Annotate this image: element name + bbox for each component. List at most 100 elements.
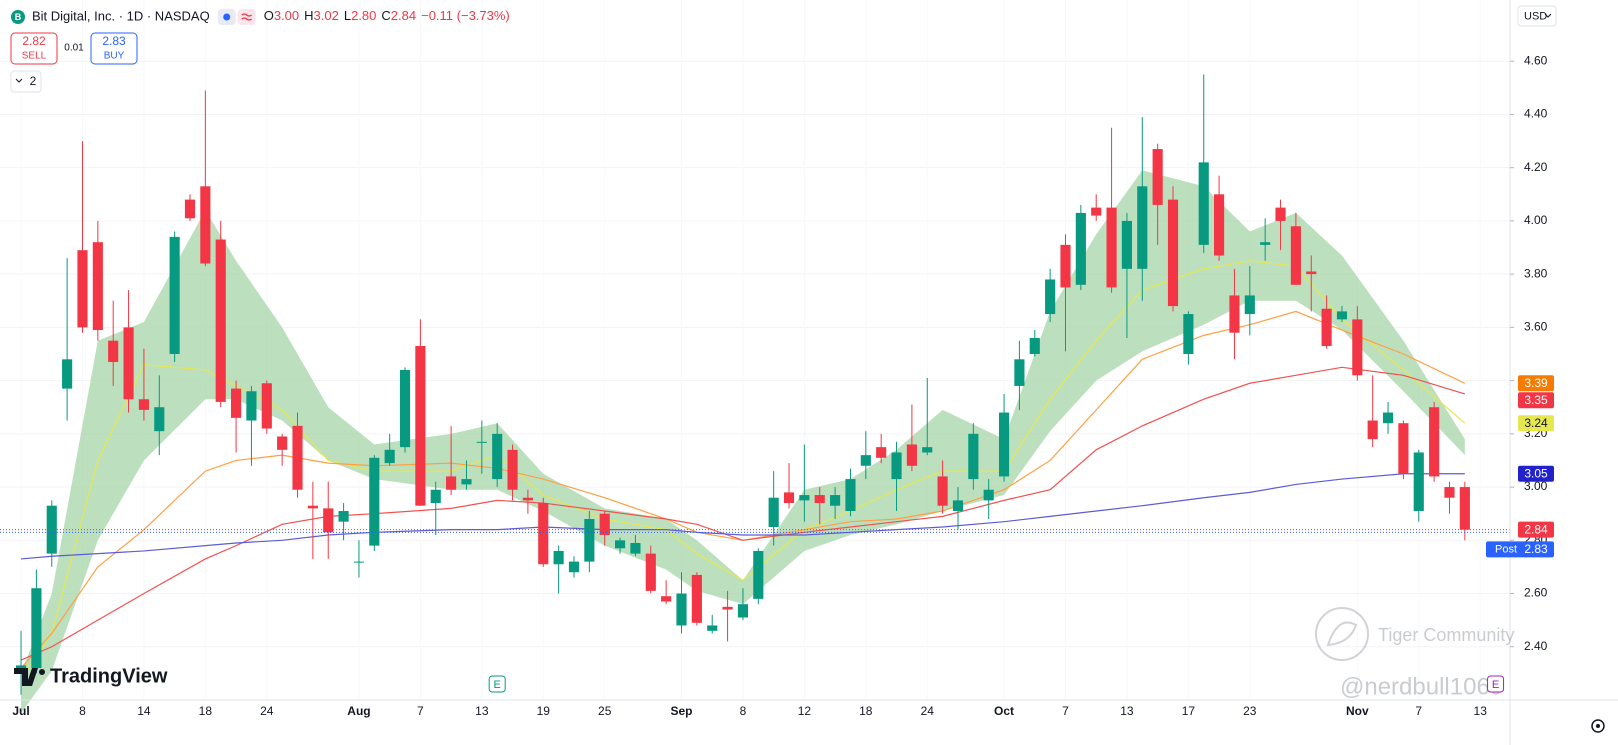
candle-body bbox=[1244, 295, 1255, 315]
candle-body bbox=[522, 497, 533, 501]
candle-body bbox=[722, 606, 733, 610]
event-marker bbox=[488, 675, 506, 693]
candle-body bbox=[1198, 162, 1209, 245]
candle-body bbox=[845, 479, 856, 512]
candle-body bbox=[1075, 212, 1086, 285]
candle-body bbox=[1045, 279, 1056, 315]
moving-average bbox=[20, 310, 1466, 669]
spread: 0.01 bbox=[64, 43, 84, 54]
y-tick-label: 2.40 bbox=[1524, 639, 1548, 653]
post-tag-value: 2.83 bbox=[1524, 542, 1548, 556]
price-tag-label: 3.35 bbox=[1524, 393, 1548, 407]
candle-body bbox=[1275, 207, 1286, 221]
candle-body bbox=[1352, 319, 1363, 376]
ohlc-value: 3.00 bbox=[274, 8, 299, 23]
price-tag-label: 3.24 bbox=[1524, 416, 1548, 430]
sell-button[interactable] bbox=[10, 32, 58, 65]
ohlc-value: 2.84 bbox=[391, 8, 416, 23]
ohlc-key: H bbox=[304, 8, 313, 23]
event-label: E bbox=[1492, 679, 1499, 691]
candle-body bbox=[292, 425, 303, 490]
candle-body bbox=[1444, 487, 1455, 498]
price-tag-label: 2.84 bbox=[1524, 522, 1548, 536]
price-tag bbox=[1518, 375, 1554, 392]
candle-body bbox=[860, 455, 871, 466]
candle-body bbox=[614, 540, 626, 549]
candle-body bbox=[1260, 242, 1271, 245]
buy-button[interactable] bbox=[90, 32, 138, 65]
candle-body bbox=[891, 452, 902, 480]
candle-body bbox=[92, 242, 103, 331]
candle-body bbox=[753, 550, 764, 599]
candle-body bbox=[676, 593, 687, 626]
candle-body bbox=[1106, 207, 1117, 288]
candle-body bbox=[983, 489, 994, 501]
candle-body bbox=[476, 441, 487, 443]
candle-body bbox=[691, 574, 702, 623]
candle-body bbox=[415, 346, 426, 506]
candle-body bbox=[568, 561, 580, 573]
band bbox=[21, 170, 1465, 714]
price-tag-label: 3.05 bbox=[1524, 466, 1548, 480]
event-marker bbox=[1487, 675, 1505, 693]
buy-label: BUY bbox=[104, 51, 125, 62]
indicators-count: 2 bbox=[30, 74, 37, 88]
x-tick-label: 13 bbox=[1120, 704, 1134, 718]
candle-body bbox=[783, 492, 795, 504]
candle-body bbox=[799, 495, 810, 501]
candle-body bbox=[814, 495, 825, 504]
chevron bbox=[1544, 13, 1552, 18]
candle-body bbox=[307, 505, 318, 509]
candle-body bbox=[246, 391, 257, 421]
x-tick-label: 23 bbox=[1243, 704, 1257, 718]
candle-body bbox=[1290, 226, 1301, 285]
x-tick-label: 24 bbox=[921, 704, 935, 718]
candle-body bbox=[492, 433, 503, 480]
candle-body bbox=[1306, 271, 1317, 275]
candle-body bbox=[553, 550, 564, 565]
currency-button[interactable] bbox=[1517, 5, 1557, 27]
candle-body bbox=[906, 444, 917, 466]
ohlc-value: 3.02 bbox=[314, 8, 339, 23]
candle-body bbox=[538, 503, 549, 565]
y-tick-label: 3.00 bbox=[1524, 479, 1548, 493]
x-tick-label: 19 bbox=[537, 704, 551, 718]
candle-body bbox=[645, 553, 656, 591]
x-tick-label: 12 bbox=[798, 704, 812, 718]
plot-area bbox=[0, 60, 1510, 714]
moving-average bbox=[20, 366, 1466, 661]
candle-body bbox=[1029, 338, 1040, 354]
x-tick-label: Oct bbox=[994, 704, 1014, 718]
candle-body bbox=[1167, 199, 1179, 307]
candle-body bbox=[446, 476, 457, 490]
settings-icon[interactable] bbox=[1591, 719, 1605, 733]
candle-body bbox=[1014, 359, 1025, 386]
candle-body bbox=[430, 489, 441, 504]
x-tick-label: 7 bbox=[1415, 704, 1422, 718]
flag-icon[interactable] bbox=[237, 9, 256, 25]
candle-body bbox=[1214, 194, 1225, 256]
candle-body bbox=[184, 199, 196, 219]
candle-body bbox=[768, 497, 779, 527]
candle-body bbox=[737, 604, 749, 618]
change: −0.11 (−3.73%) bbox=[421, 8, 510, 23]
candle-body bbox=[1336, 311, 1348, 320]
ohlc-values: O3.00 H3.02 L2.80 C2.84 −0.11 (−3.73%) bbox=[264, 8, 510, 23]
ohlc-key: O bbox=[264, 8, 274, 23]
chevron bbox=[15, 78, 23, 83]
watermark-user: @nerdbull1069 bbox=[1340, 673, 1503, 700]
candle-body bbox=[123, 327, 134, 400]
candle-body bbox=[399, 369, 411, 448]
candle-body bbox=[922, 447, 933, 453]
candle-body bbox=[1091, 207, 1102, 216]
candle-body bbox=[353, 561, 365, 563]
x-tick-label: 14 bbox=[137, 704, 151, 718]
indicators-toggle[interactable] bbox=[10, 70, 42, 93]
candle-body bbox=[154, 407, 165, 432]
candle-body bbox=[1183, 314, 1194, 354]
x-tick-label: 25 bbox=[598, 704, 612, 718]
candle-body bbox=[215, 239, 226, 402]
watermark-logo bbox=[1326, 621, 1358, 647]
candle-body bbox=[1060, 244, 1071, 288]
